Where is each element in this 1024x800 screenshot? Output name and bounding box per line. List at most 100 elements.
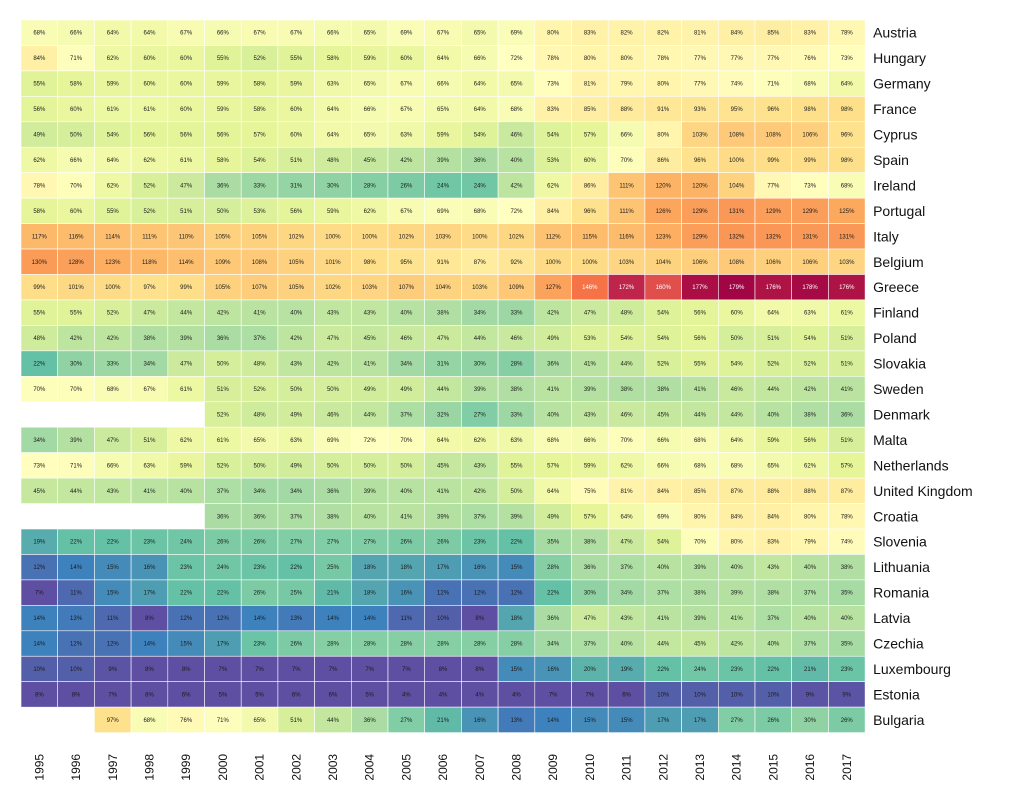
heatmap-cell bbox=[534, 223, 572, 250]
cell-value-label: 36% bbox=[841, 412, 854, 418]
cell-value-label: 22% bbox=[180, 591, 193, 597]
cell-value-label: 64% bbox=[107, 158, 120, 164]
cell-value-label: 40% bbox=[841, 616, 854, 622]
cell-value-label: 22% bbox=[33, 362, 46, 368]
heatmap-cell bbox=[94, 452, 132, 479]
heatmap-cell bbox=[534, 121, 572, 148]
cell-value-label: 68% bbox=[510, 107, 523, 113]
heatmap-cell bbox=[461, 325, 499, 352]
cell-value-label: 49% bbox=[364, 387, 377, 393]
heatmap-cell bbox=[644, 681, 682, 708]
cell-value-label: 10% bbox=[70, 667, 83, 673]
heatmap-cell bbox=[791, 70, 829, 97]
cell-value-label: 108% bbox=[766, 133, 782, 139]
cell-value-label: 123% bbox=[656, 234, 672, 240]
heatmap-cell bbox=[130, 554, 169, 581]
cell-value-label: 21% bbox=[327, 591, 340, 597]
heatmap-cell bbox=[681, 146, 719, 174]
cell-value-label: 59% bbox=[364, 56, 377, 62]
cell-value-label: 31% bbox=[290, 183, 303, 189]
cell-value-label: 47% bbox=[437, 336, 450, 342]
cell-value-label: 56% bbox=[290, 209, 303, 215]
cell-value-label: 132% bbox=[766, 234, 782, 240]
heatmap-cell bbox=[57, 274, 95, 301]
heatmap-cell bbox=[167, 630, 205, 657]
heatmap-cell bbox=[461, 350, 499, 377]
heatmap-cell bbox=[94, 248, 132, 275]
cell-value-label: 36% bbox=[547, 362, 560, 368]
heatmap-cell bbox=[534, 274, 572, 301]
cell-value-label: 82% bbox=[621, 31, 634, 37]
year-tick-label: 2006 bbox=[436, 754, 450, 781]
cell-value-label: 57% bbox=[547, 463, 560, 469]
cell-value-label: 59% bbox=[327, 209, 340, 215]
cell-value-label: 60% bbox=[180, 56, 193, 62]
cell-value-label: 73% bbox=[547, 82, 560, 88]
cell-value-label: 40% bbox=[621, 642, 634, 648]
cell-value-label: 67% bbox=[400, 82, 413, 88]
cell-value-label: 47% bbox=[143, 311, 156, 317]
cell-value-label: 77% bbox=[731, 56, 744, 62]
cell-value-label: 51% bbox=[217, 387, 230, 393]
cell-value-label: 12% bbox=[474, 591, 487, 597]
cell-value-label: 62% bbox=[547, 183, 560, 189]
cell-value-label: 30% bbox=[804, 718, 817, 724]
heatmap-cell bbox=[204, 477, 242, 504]
heatmap-cell bbox=[204, 375, 242, 403]
cell-value-label: 15% bbox=[621, 718, 634, 724]
cell-value-label: 77% bbox=[694, 56, 707, 62]
heatmap-cell bbox=[461, 706, 499, 733]
country-label: Italy bbox=[873, 228, 899, 244]
year-labels: 1995 1996 1997 1998 1999 2000 2001 2002 2003 2004… bbox=[32, 754, 853, 781]
year-tick-label: 1997 bbox=[106, 754, 120, 781]
cell-value-label: 66% bbox=[107, 463, 120, 469]
heatmap-cell bbox=[20, 146, 59, 174]
cell-value-label: 84% bbox=[657, 489, 670, 495]
cell-value-label: 76% bbox=[804, 56, 817, 62]
cell-value-label: 27% bbox=[327, 540, 340, 546]
heatmap-cell bbox=[754, 325, 793, 352]
heatmap-cell bbox=[314, 655, 352, 683]
heatmap-cell bbox=[130, 655, 169, 683]
cell-value-label: 100% bbox=[729, 158, 745, 164]
country-label: Sweden bbox=[873, 381, 924, 397]
heatmap-cell bbox=[130, 706, 169, 733]
heatmap-cell bbox=[461, 146, 499, 174]
heatmap-cell bbox=[204, 121, 242, 148]
cell-value-label: 6% bbox=[329, 692, 338, 698]
cell-value-label: 7% bbox=[329, 667, 338, 673]
heatmap-cell bbox=[20, 197, 59, 224]
cell-value-label: 34% bbox=[290, 489, 303, 495]
cell-value-label: 26% bbox=[400, 183, 413, 189]
cell-value-label: 40% bbox=[767, 412, 780, 418]
cell-value-label: 39% bbox=[70, 438, 83, 444]
heatmap-cell bbox=[571, 706, 609, 733]
cell-value-label: 52% bbox=[217, 412, 230, 418]
heatmap-cell bbox=[644, 706, 682, 733]
cell-value-label: 22% bbox=[290, 565, 303, 571]
cell-value-label: 84% bbox=[33, 56, 46, 62]
cell-value-label: 30% bbox=[474, 362, 487, 368]
cell-value-label: 60% bbox=[143, 82, 156, 88]
heatmap-cell bbox=[497, 146, 536, 174]
cell-value-label: 6% bbox=[182, 692, 191, 698]
cell-value-label: 110% bbox=[179, 234, 195, 240]
cell-value-label: 11% bbox=[401, 616, 413, 622]
cell-value-label: 70% bbox=[400, 438, 413, 444]
heatmap-cell bbox=[644, 375, 682, 403]
heatmap-cell bbox=[461, 630, 499, 657]
cell-value-label: 66% bbox=[70, 31, 83, 37]
cell-value-label: 19% bbox=[33, 540, 46, 546]
cell-value-label: 91% bbox=[657, 107, 670, 113]
heatmap-cell bbox=[204, 325, 242, 352]
heatmap-cell bbox=[20, 350, 59, 377]
cell-value-label: 26% bbox=[767, 718, 780, 724]
cell-value-label: 26% bbox=[254, 591, 267, 597]
cell-value-label: 40% bbox=[657, 565, 670, 571]
cell-value-label: 85% bbox=[584, 107, 597, 113]
cell-value-label: 56% bbox=[180, 133, 193, 139]
heatmap-cell bbox=[240, 554, 279, 581]
heatmap-cell bbox=[424, 121, 462, 148]
cell-value-label: 52% bbox=[804, 362, 817, 368]
cell-value-label: 44% bbox=[657, 642, 670, 648]
